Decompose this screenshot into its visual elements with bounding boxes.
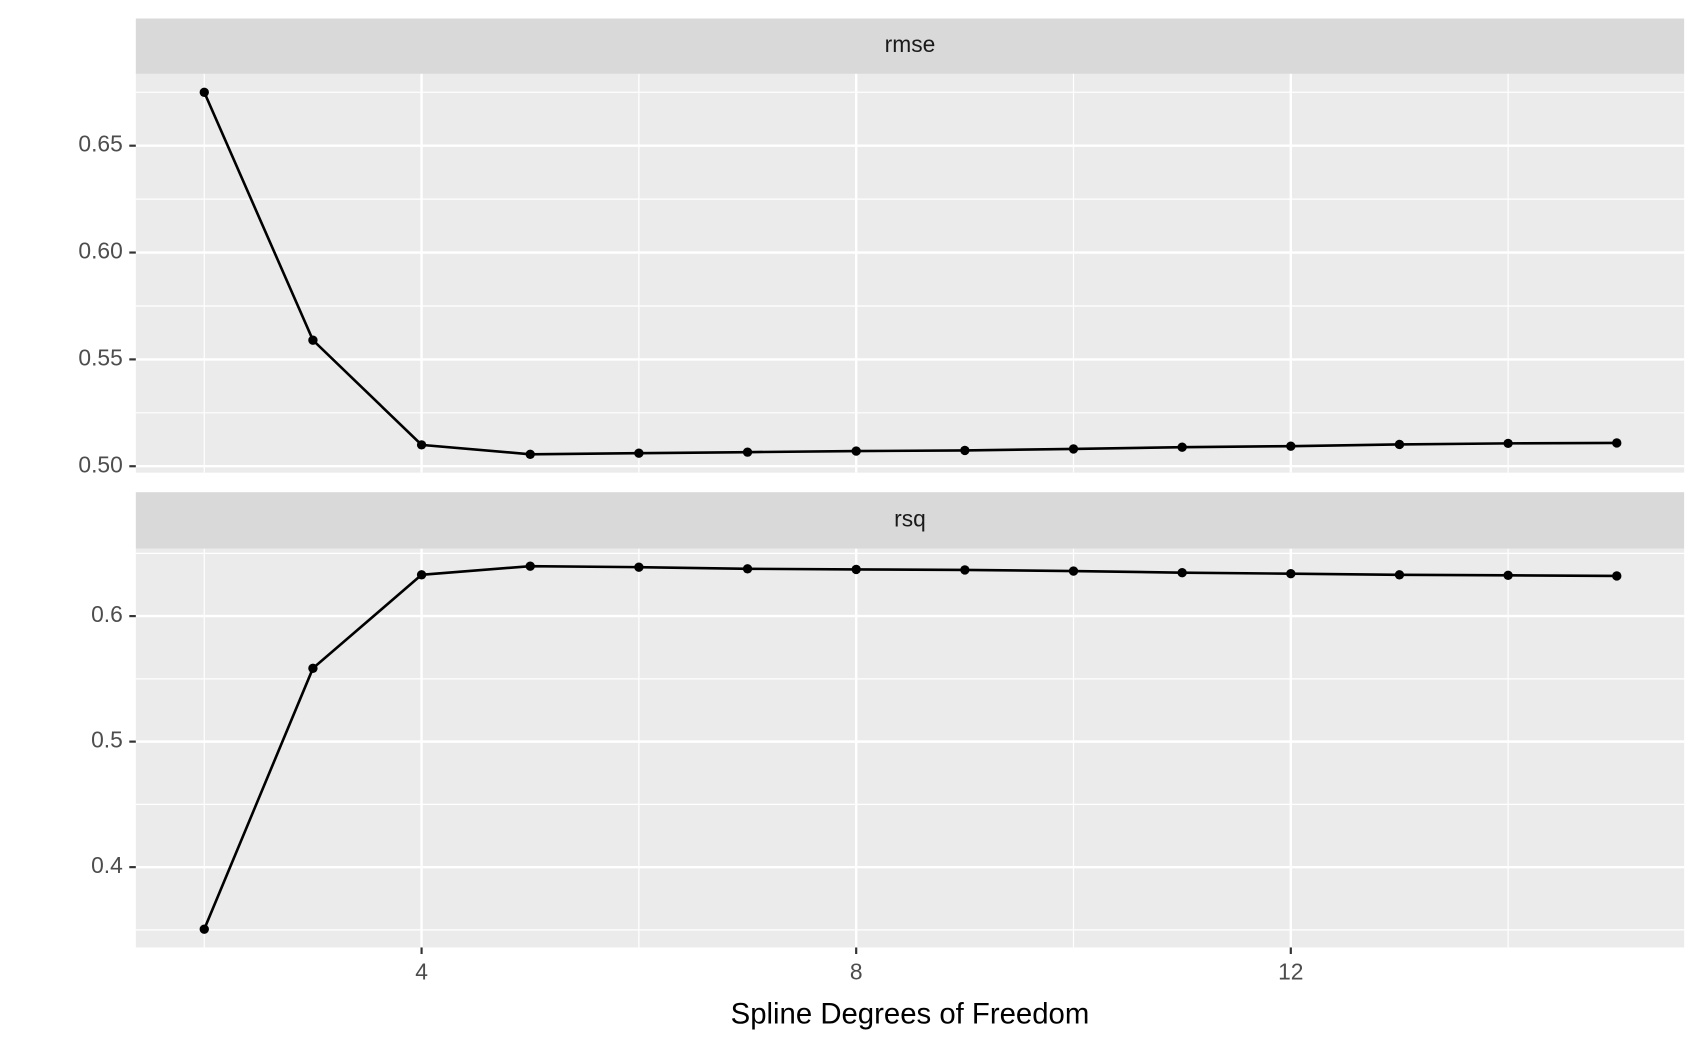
point — [308, 663, 318, 673]
point — [1068, 444, 1079, 454]
point — [851, 564, 861, 575]
point — [1503, 570, 1513, 580]
point — [1286, 441, 1296, 451]
strip-label: rsq — [894, 505, 926, 531]
point — [308, 335, 318, 345]
point — [742, 564, 753, 574]
point — [1177, 442, 1187, 452]
y-tick-label: 0.55 — [78, 344, 122, 370]
point — [1394, 439, 1405, 450]
panel — [135, 73, 1685, 473]
y-tick-label: 0.4 — [91, 852, 123, 878]
point — [199, 87, 209, 97]
point — [1612, 438, 1622, 448]
point — [199, 924, 209, 934]
strip-label: rmse — [885, 31, 936, 57]
point — [416, 570, 427, 580]
point — [525, 449, 535, 459]
y-tick-label: 0.60 — [78, 238, 122, 264]
line — [203, 564, 1617, 930]
strip — [135, 18, 1685, 74]
line — [203, 91, 1617, 456]
x-tick-label: 4 — [415, 959, 428, 985]
y-tick-label: 0.5 — [91, 727, 123, 753]
y-tick-label: 0.50 — [78, 451, 122, 477]
point — [416, 440, 427, 450]
y-tick-label: 0.65 — [78, 131, 122, 157]
point — [1394, 570, 1405, 580]
x-tick-label: 12 — [1278, 959, 1303, 985]
point — [1612, 571, 1622, 581]
point — [525, 561, 535, 571]
point — [634, 562, 644, 572]
point — [960, 445, 970, 456]
strip — [135, 492, 1685, 549]
point — [960, 565, 970, 575]
x-axis-title: Spline Degrees of Freedom — [731, 998, 1090, 1031]
point — [1286, 569, 1296, 579]
y-tick-label: 0.6 — [91, 601, 123, 627]
point — [1177, 568, 1187, 578]
point — [634, 448, 644, 458]
point — [851, 446, 861, 456]
point — [1503, 438, 1513, 449]
point — [742, 447, 753, 457]
point — [1068, 566, 1079, 576]
x-tick-label: 8 — [850, 959, 863, 985]
panel — [135, 548, 1685, 948]
